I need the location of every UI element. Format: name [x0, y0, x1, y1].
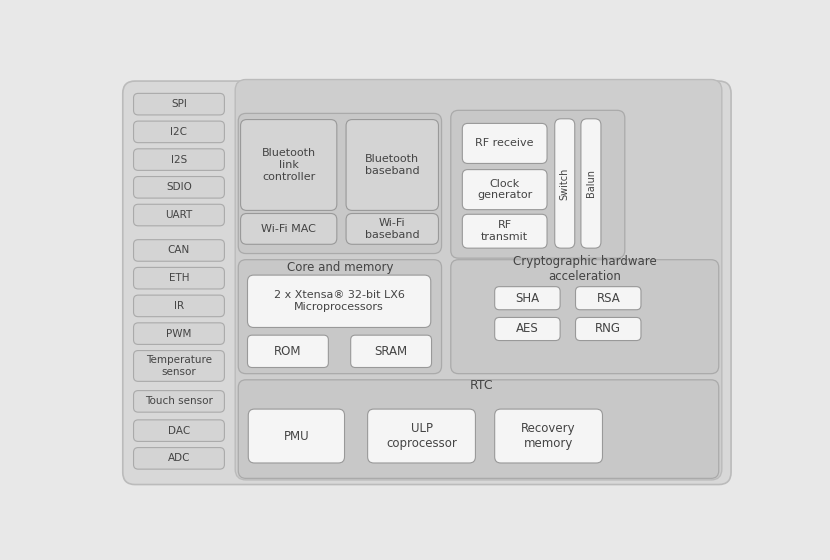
Text: Cryptographic hardware
acceleration: Cryptographic hardware acceleration	[513, 255, 657, 283]
Text: RSA: RSA	[597, 292, 620, 305]
FancyBboxPatch shape	[247, 275, 431, 328]
Text: Bluetooth
baseband: Bluetooth baseband	[365, 154, 420, 176]
FancyBboxPatch shape	[575, 318, 641, 340]
Text: PWM: PWM	[166, 329, 192, 339]
Text: Core and memory: Core and memory	[286, 261, 393, 274]
FancyBboxPatch shape	[235, 80, 722, 480]
Text: SDIO: SDIO	[166, 183, 192, 192]
FancyBboxPatch shape	[495, 287, 560, 310]
FancyBboxPatch shape	[238, 113, 442, 254]
FancyBboxPatch shape	[451, 260, 719, 374]
FancyBboxPatch shape	[134, 391, 224, 412]
Text: PMU: PMU	[284, 430, 310, 442]
Text: Bluetooth
link
controller: Bluetooth link controller	[261, 148, 315, 181]
FancyBboxPatch shape	[462, 170, 547, 209]
FancyBboxPatch shape	[238, 260, 442, 374]
Text: I2C: I2C	[170, 127, 188, 137]
Text: ETH: ETH	[168, 273, 189, 283]
Text: SPI: SPI	[171, 99, 187, 109]
FancyBboxPatch shape	[554, 119, 574, 248]
Text: SHA: SHA	[515, 292, 540, 305]
Text: ADC: ADC	[168, 454, 190, 463]
FancyBboxPatch shape	[495, 318, 560, 340]
FancyBboxPatch shape	[134, 176, 224, 198]
FancyBboxPatch shape	[575, 287, 641, 310]
Text: RNG: RNG	[595, 323, 621, 335]
FancyBboxPatch shape	[462, 214, 547, 248]
Text: ULP
coprocessor: ULP coprocessor	[386, 422, 457, 450]
Text: I2S: I2S	[171, 155, 187, 165]
FancyBboxPatch shape	[346, 119, 438, 211]
Text: RF receive: RF receive	[476, 138, 534, 148]
Text: ROM: ROM	[274, 345, 301, 358]
FancyBboxPatch shape	[581, 119, 601, 248]
FancyBboxPatch shape	[346, 213, 438, 244]
FancyBboxPatch shape	[241, 213, 337, 244]
Text: CAN: CAN	[168, 245, 190, 255]
FancyBboxPatch shape	[495, 409, 603, 463]
FancyBboxPatch shape	[134, 240, 224, 261]
FancyBboxPatch shape	[134, 204, 224, 226]
FancyBboxPatch shape	[451, 110, 625, 258]
FancyBboxPatch shape	[134, 267, 224, 289]
FancyBboxPatch shape	[248, 409, 344, 463]
FancyBboxPatch shape	[462, 123, 547, 164]
Text: DAC: DAC	[168, 426, 190, 436]
FancyBboxPatch shape	[134, 94, 224, 115]
FancyBboxPatch shape	[368, 409, 476, 463]
FancyBboxPatch shape	[134, 121, 224, 143]
FancyBboxPatch shape	[134, 323, 224, 344]
FancyBboxPatch shape	[134, 447, 224, 469]
Text: Balun: Balun	[586, 170, 596, 198]
Text: AES: AES	[516, 323, 539, 335]
Text: IR: IR	[174, 301, 184, 311]
Text: Wi-Fi MAC: Wi-Fi MAC	[261, 224, 316, 234]
FancyBboxPatch shape	[134, 149, 224, 170]
Text: Clock
generator: Clock generator	[477, 179, 532, 200]
Text: SRAM: SRAM	[374, 345, 408, 358]
FancyBboxPatch shape	[134, 295, 224, 317]
FancyBboxPatch shape	[238, 380, 719, 478]
FancyBboxPatch shape	[134, 351, 224, 381]
Text: UART: UART	[165, 210, 193, 220]
FancyBboxPatch shape	[241, 119, 337, 211]
Text: Recovery
memory: Recovery memory	[521, 422, 576, 450]
Text: 2 x Xtensa® 32-bit LX6
Microprocessors: 2 x Xtensa® 32-bit LX6 Microprocessors	[274, 291, 404, 312]
Text: Temperature
sensor: Temperature sensor	[146, 355, 212, 377]
Text: RTC: RTC	[470, 380, 493, 393]
Text: RF
transmit: RF transmit	[481, 221, 528, 242]
FancyBboxPatch shape	[123, 81, 731, 484]
Text: Touch sensor: Touch sensor	[145, 396, 213, 407]
Text: Wi-Fi
baseband: Wi-Fi baseband	[365, 218, 420, 240]
FancyBboxPatch shape	[134, 420, 224, 441]
FancyBboxPatch shape	[247, 335, 329, 367]
Text: Switch: Switch	[559, 167, 569, 200]
FancyBboxPatch shape	[351, 335, 432, 367]
